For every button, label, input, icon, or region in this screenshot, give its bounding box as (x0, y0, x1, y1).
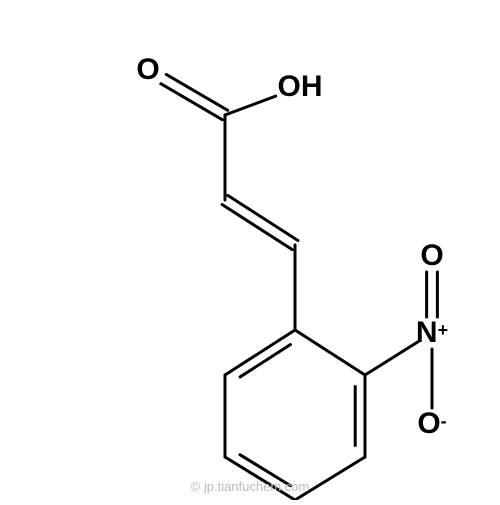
watermark-text: © jp.tianfuchem.com (0, 479, 500, 494)
atom-o_nitro_bottom: O- (417, 407, 446, 441)
atom-oh: OH (278, 70, 323, 104)
atom-o1_carbonyl: O (136, 53, 159, 87)
atom-n_nitro: N+ (416, 316, 448, 350)
atom-o_nitro_top: O (420, 239, 443, 273)
molecule-diagram: O OH N+ O O- (0, 0, 500, 500)
